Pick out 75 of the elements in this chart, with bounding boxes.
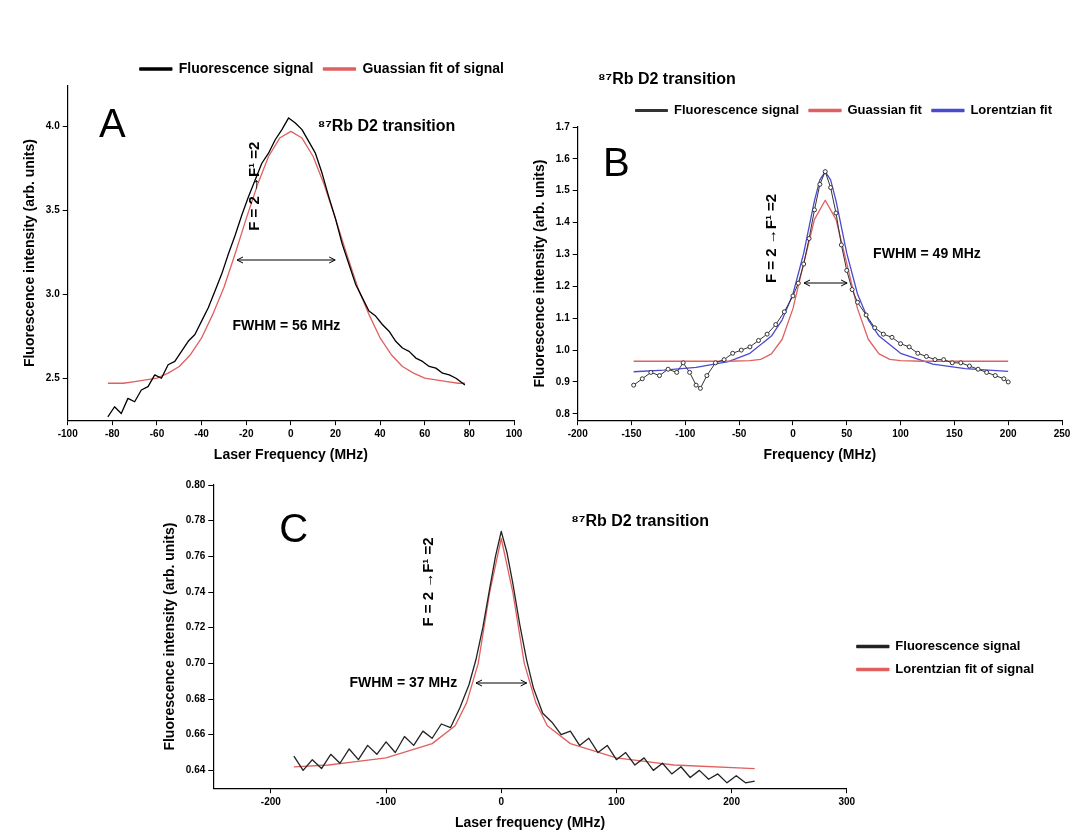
x-tick-label: 200 [723, 795, 741, 807]
y-tick-label: 1.1 [555, 311, 571, 323]
annotation: A [98, 101, 126, 146]
y-axis-title: Fluorescence intensity (arb. units) [161, 522, 178, 751]
x-tick-label: -200 [567, 427, 589, 439]
y-tick-label: 1.2 [555, 280, 571, 292]
x-axis-title: Frequency (MHz) [763, 446, 877, 463]
y-tick-label: 0.74 [185, 585, 206, 597]
y-tick-label: 0.8 [555, 407, 571, 419]
text: ⁸⁷Rb D2 transition [317, 116, 456, 134]
x-tick-label: 20 [329, 427, 342, 439]
x-tick-label: -60 [149, 427, 165, 439]
x-axis-title: Laser frequency (MHz) [454, 814, 606, 831]
y-tick-label: 0.78 [185, 514, 206, 526]
x-tick-label: 250 [1053, 427, 1071, 439]
y-tick-label: 0.76 [185, 550, 206, 562]
x-tick-label: 0 [790, 427, 797, 439]
x-tick-label: 100 [505, 427, 523, 439]
x-tick-label: -200 [260, 795, 282, 807]
text: ⁸⁷Rb D2 transition [571, 511, 709, 529]
y-tick-label: 4.0 [45, 120, 61, 132]
y-tick-label: 0.64 [185, 764, 206, 776]
legend-label: Lorentzian fit [970, 102, 1053, 118]
x-tick-label: 300 [838, 795, 856, 807]
y-tick-label: 0.9 [555, 375, 571, 387]
x-tick-label: 100 [608, 795, 626, 807]
legend-label: Guassian fit [847, 102, 923, 118]
y-tick-label: 1.5 [555, 184, 571, 196]
y-tick-label: 0.68 [185, 692, 206, 704]
y-tick-label: 1.3 [555, 248, 571, 260]
x-tick-label: 50 [841, 427, 853, 439]
x-tick-label: 80 [463, 427, 476, 439]
annotation: F = 2 →F¹ =2 [245, 141, 263, 231]
y-tick-label: 1.0 [555, 343, 571, 355]
x-tick-label: 150 [946, 427, 964, 439]
legend-label: Fluorescence signal [674, 102, 799, 118]
x-tick-label: 200 [999, 427, 1017, 439]
y-tick-label: 1.7 [555, 120, 571, 132]
annotation: F = 2 →F¹ =2 [761, 193, 779, 284]
x-tick-label: -20 [238, 427, 254, 439]
annotation: F = 2 →F¹ =2 [418, 537, 436, 627]
y-tick-label: 0.72 [185, 621, 206, 633]
y-tick-label: 3.5 [45, 204, 61, 216]
x-tick-label: 60 [419, 427, 431, 439]
x-tick-label: 0 [498, 795, 505, 807]
x-axis-title: Laser Frequency (MHz) [213, 446, 368, 463]
y-tick-label: 1.6 [555, 152, 571, 164]
legend-label: Lorentzian fit of signal [895, 661, 1035, 677]
y-tick-label: 0.66 [185, 728, 206, 740]
x-tick-label: -50 [731, 427, 747, 439]
annotation: B [603, 140, 630, 185]
y-axis-title: Fluorescence intensity (arb. units) [21, 139, 38, 368]
x-tick-label: -40 [194, 427, 210, 439]
x-tick-label: -100 [376, 795, 397, 807]
y-tick-label: 2.5 [45, 371, 61, 383]
y-tick-label: 3.0 [45, 288, 61, 299]
annotation: C [279, 505, 309, 550]
x-tick-label: 40 [374, 427, 387, 439]
x-tick-label: -100 [57, 427, 79, 439]
legend-label: Fluorescence signal [178, 59, 314, 76]
y-tick-label: 1.4 [555, 216, 571, 228]
chart-title: ⁸⁷Rb D2 transition [598, 70, 736, 88]
legend-label: Guassian fit of signal [362, 59, 505, 76]
y-tick-label: 0.70 [185, 657, 206, 669]
annotation: FWHM = 37 MHz [349, 673, 458, 690]
x-tick-label: -80 [105, 427, 120, 439]
x-tick-label: -150 [621, 427, 642, 439]
y-tick-label: 0.80 [185, 478, 206, 490]
annotation: FWHM = 56 MHz [232, 317, 341, 334]
x-tick-label: -100 [675, 427, 696, 439]
x-tick-label: 0 [288, 427, 295, 439]
legend-label: Fluorescence signal [895, 638, 1021, 654]
annotation: FWHM = 49 MHz [873, 245, 981, 262]
y-axis-title: Fluorescence intensity (arb. units) [531, 159, 548, 388]
x-tick-label: 100 [892, 427, 910, 439]
